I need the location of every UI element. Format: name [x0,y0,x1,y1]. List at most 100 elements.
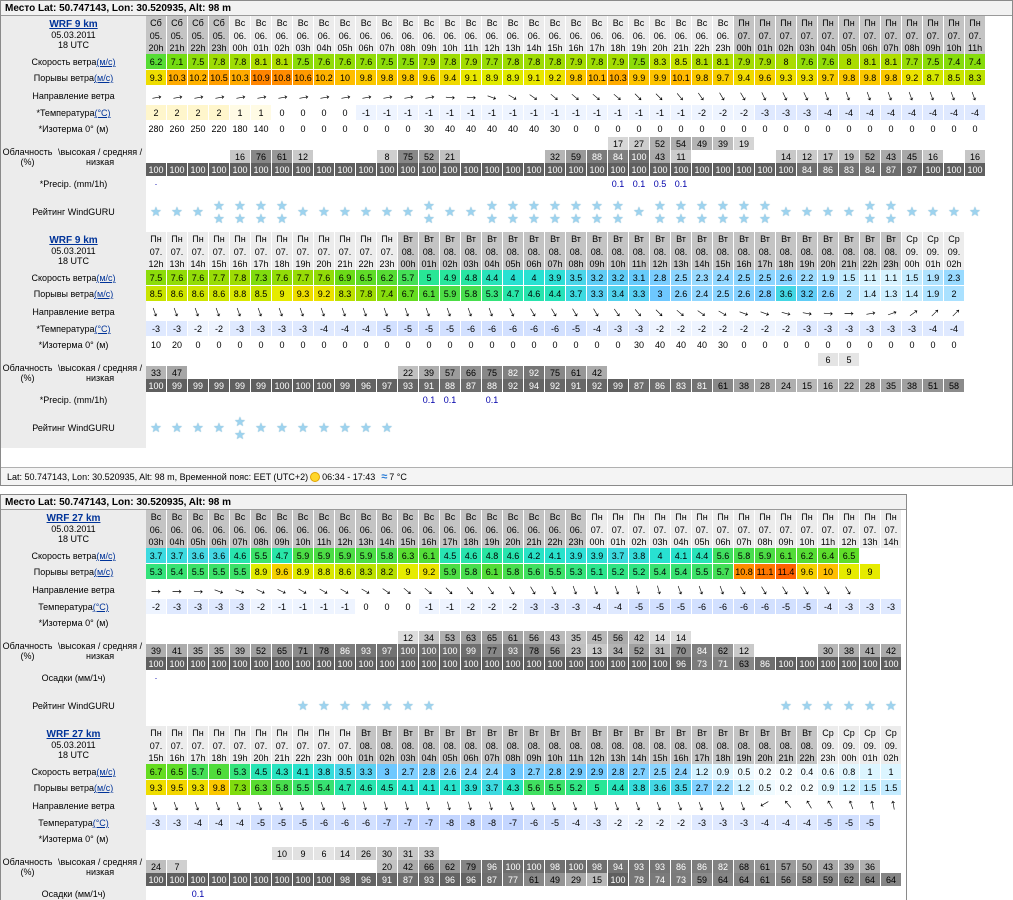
star-icon: ★ [213,197,225,213]
wind-speed-cell: 7.8 [230,54,251,69]
precipitation-cell [482,886,503,900]
cloud-mid-cell [335,150,356,163]
wind-unit-link[interactable]: (м/с) [96,767,116,777]
precipitation-cell [566,886,587,900]
precipitation-cell [146,886,167,900]
direction-cell: → [524,796,545,814]
cloud-mid-cell: 8 [377,150,398,163]
precipitation-cell [776,886,797,900]
day-cell: Вс [230,16,251,29]
gust-unit-link[interactable]: (м/с) [94,567,114,577]
cloud-low-cell: 100 [482,163,503,176]
temp-unit-link[interactable]: (°C) [92,602,109,612]
temperature-cell: -1 [377,105,398,120]
precipitation-cell: 0.5 [650,176,671,191]
wind-unit-link[interactable]: (м/с) [96,551,116,561]
model-link[interactable]: WRF 27 km [46,513,101,524]
temperature-cell: -6 [503,321,524,336]
temp-unit-link[interactable]: (°C) [94,108,111,118]
model-link[interactable]: WRF 9 km [49,19,98,30]
model-link[interactable]: WRF 9 km [49,235,98,246]
wind-unit-link[interactable]: (м/с) [96,273,116,283]
temperature-cell: -1 [587,105,608,120]
gust-cell: 5.5 [692,564,713,579]
model-header: WRF 27 km 05.03.2011 18 UTC [1,726,146,764]
star-icon: ★ [528,197,540,213]
direction-cell: → [629,796,650,814]
star-icon: ★ [297,204,309,219]
cloud-low-cell: 100 [629,163,650,176]
wind-speed-cell: 4.9 [440,270,461,285]
cloud-mid-cell: 76 [251,150,272,163]
star-icon: ★ [297,420,309,435]
day-cell: Вс [524,16,545,29]
day-cell: Вс [629,16,650,29]
gusts-row: 8.5 8.6 8.6 8.6 8.8 8.5 9 9.3 9.2 8.3 7.8 7.4 6.7 6.1… [146,286,965,302]
hour-cell: 20h [503,536,524,548]
model-link[interactable]: WRF 27 km [46,729,101,740]
cloud-high-cell [797,137,818,150]
cloud-mid-cell: 97 [377,644,398,657]
wind-direction-arrow-icon: → [419,796,440,814]
wind-speed-cell: 1 [881,764,902,779]
cloud-high-cell [755,847,776,860]
hour-cell: 18h [776,258,797,270]
direction-cell: → [692,796,713,814]
cloud-mid-cell: 31 [650,644,671,657]
day-cell: Пн [797,510,818,523]
gust-unit-link[interactable]: (м/с) [94,73,114,83]
temperature-cell: -4 [923,321,944,336]
star-icon: ★ [759,197,771,213]
temperature-cell: -5 [545,815,566,830]
cloud-low-cell: 99 [335,379,356,392]
date-cell: 06. [545,29,566,42]
wind-speed-label: Скорость ветра (м/с) [31,551,116,561]
date-cell: 06. [650,29,671,42]
day-cell: Пн [923,16,944,29]
wind-direction-arrow-icon: → [902,86,923,104]
precipitation-cell [524,886,545,900]
gust-unit-link[interactable]: (м/с) [94,289,114,299]
precipitation-cell [356,886,377,900]
gust-cell: 1.2 [839,780,860,795]
cloud-low-row: 100 100 100 100 100 100 100 100 100 100 100 100 100 1… [146,163,986,176]
model-header: WRF 9 km 05.03.2011 18 UTC [1,16,146,54]
hour-cell: 06h [461,752,482,764]
cloud-high-cell [314,137,335,150]
precipitation-cell [293,392,314,407]
precipitation-cell [251,886,272,900]
direction-cell: → [671,86,692,104]
cloud-mid-cell: 42 [881,644,902,657]
day-cell: Вс [335,16,356,29]
temp-unit-link[interactable]: (°C) [92,818,109,828]
precipitation-cell [587,886,608,900]
wind-direction-arrow-icon: → [482,302,503,320]
isotherm-cell: 10 [146,337,167,352]
date-cell: 07. [755,523,776,536]
precipitation-cell [461,886,482,900]
date-cell: 06. [524,29,545,42]
date-cell: 06. [524,523,545,536]
gust-cell: 2.2 [713,780,734,795]
rating-cell: ★ [797,686,818,725]
wind-direction-arrow-icon: → [189,580,207,598]
gust-unit-link[interactable]: (м/с) [94,783,114,793]
star-icon: ★ [864,197,876,213]
wind-direction-arrow-icon: → [755,796,776,814]
cloud-high-cell [146,137,167,150]
wind-direction-arrow-icon: → [440,796,461,814]
cloud-high-cell [692,847,713,860]
star-icon: ★ [843,698,855,713]
hour-cell: 00h [734,42,755,54]
precipitation-cell [482,176,503,191]
cloud-high-cell [188,631,209,644]
hour-cell: 12h [650,258,671,270]
isotherm-cell: 0 [524,337,545,352]
temp-unit-link[interactable]: (°C) [94,324,111,334]
date-cell: 06. [188,523,209,536]
cloud-high-cell [797,847,818,860]
cloud-high-cell [167,353,188,366]
cloud-high-cell: 14 [335,847,356,860]
wind-unit-link[interactable]: (м/с) [96,57,116,67]
temperature-cell: -1 [356,105,377,120]
